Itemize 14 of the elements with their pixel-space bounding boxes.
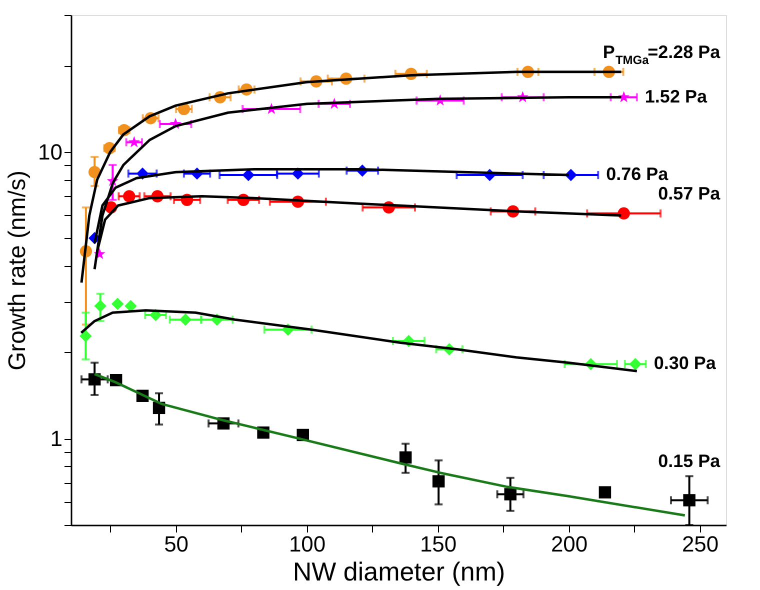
y-tick-label: 10 <box>38 139 62 164</box>
x-tick-label: 50 <box>164 532 189 556</box>
x-axis-title: NW diameter (nm) <box>292 556 506 586</box>
y-tick-label: 1 <box>50 426 62 452</box>
series-label: 0.76 Pa <box>606 164 670 184</box>
series-label: 0.57 Pa <box>658 183 722 204</box>
x-tick-label: 100 <box>288 532 326 556</box>
y-axis-title: Growth rate (nm/s) <box>4 170 32 371</box>
x-tick-label: 250 <box>682 532 719 556</box>
series-label: 1.52 Pa <box>644 86 708 106</box>
x-tick-label: 150 <box>420 532 457 556</box>
series-label: 0.15 Pa <box>658 451 722 472</box>
x-tick-label: 200 <box>550 532 588 556</box>
series-label: 0.30 Pa <box>654 353 717 374</box>
